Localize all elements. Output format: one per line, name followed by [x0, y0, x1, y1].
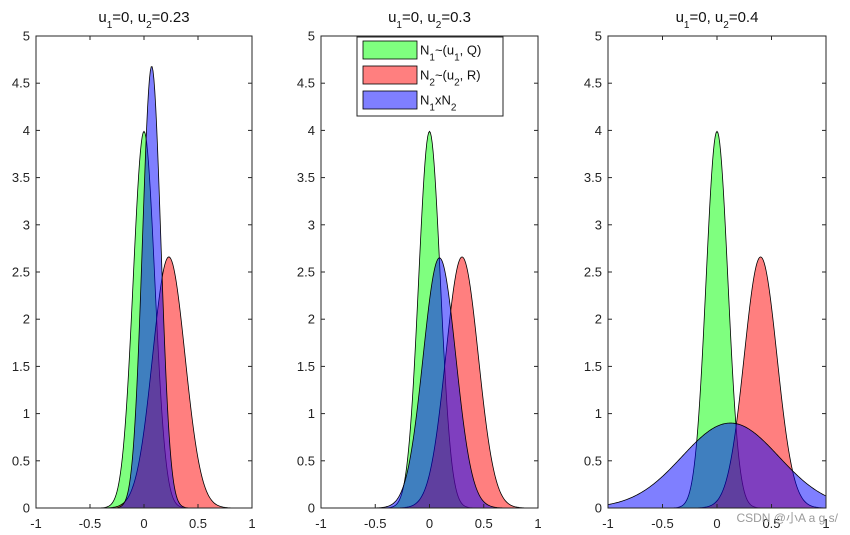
y-tick-label: 3	[308, 217, 315, 232]
y-tick-label: 3	[595, 217, 602, 232]
watermark: CSDN @小A a g s/	[736, 511, 838, 525]
y-tick-label: 4.5	[584, 76, 602, 91]
y-tick-label: 5	[308, 29, 315, 44]
x-tick-label: 0.5	[762, 516, 780, 531]
x-tick-label: -1	[30, 516, 42, 531]
chart-title: u1=0, u2=0.23	[98, 9, 189, 31]
chart-title: u1=0, u2=0.4	[676, 9, 759, 31]
y-tick-label: 1	[595, 406, 602, 421]
y-tick-label: 1.5	[297, 359, 315, 374]
y-tick-label: 5	[23, 29, 30, 44]
y-tick-label: 2	[23, 312, 30, 327]
y-tick-label: 2	[308, 312, 315, 327]
y-tick-label: 3.5	[297, 170, 315, 185]
y-tick-label: 1	[23, 406, 30, 421]
x-tick-label: -1	[315, 516, 327, 531]
y-tick-label: 1.5	[12, 359, 30, 374]
legend-swatch-prod	[362, 90, 418, 110]
legend: N1~(u1, Q) N2~(u2, R) N1xN2	[356, 36, 504, 117]
y-tick-label: 0	[23, 501, 30, 516]
chart-panel-2: 0 0.5 1 1.5 2 2.5 3 3.5 4 4.5 5 -1 -0.5 0 0.5 1 u1=0, u2…	[297, 9, 542, 531]
legend-swatch-n2	[362, 65, 418, 85]
y-tick-label: 0.5	[297, 453, 315, 468]
y-tick-label: 3.5	[12, 170, 30, 185]
x-tick-label: 0.5	[189, 516, 207, 531]
y-tick-label: 2.5	[584, 265, 602, 280]
y-tick-label: 2	[595, 312, 602, 327]
y-tick-label: 4	[23, 123, 30, 138]
x-tick-label: 0.5	[475, 516, 493, 531]
area-prod	[607, 422, 827, 509]
y-tick-label: 2.5	[297, 265, 315, 280]
y-tick-label: 3.5	[584, 170, 602, 185]
x-tick-label: -0.5	[79, 516, 101, 531]
chart-title: u1=0, u2=0.3	[388, 9, 471, 31]
y-tick-label: 4	[595, 123, 602, 138]
y-tick-label: 2.5	[12, 265, 30, 280]
y-tick-label: 4	[308, 123, 315, 138]
x-tick-label: 0	[426, 516, 433, 531]
y-tick-label: 4.5	[12, 76, 30, 91]
x-tick-label: -0.5	[651, 516, 673, 531]
y-tick-label: 4.5	[297, 76, 315, 91]
y-tick-label: 5	[595, 29, 602, 44]
legend-label-n2: N2~(u2, R)	[420, 68, 481, 89]
y-tick-label: 0.5	[12, 453, 30, 468]
x-tick-label: 1	[822, 516, 829, 531]
legend-label-prod: N1xN2	[420, 93, 457, 114]
x-tick-label: 0	[713, 516, 720, 531]
x-tick-label: 1	[534, 516, 541, 531]
x-tick-label: 0	[140, 516, 147, 531]
y-tick-label: 1	[308, 406, 315, 421]
x-tick-label: 1	[248, 516, 255, 531]
x-tick-label: -0.5	[364, 516, 386, 531]
y-tick-label: 0.5	[584, 453, 602, 468]
legend-label-n1: N1~(u1, Q)	[420, 43, 481, 64]
y-tick-label: 0	[595, 501, 602, 516]
y-tick-label: 3	[23, 217, 30, 232]
x-tick-label: -1	[602, 516, 614, 531]
chart-panel-1: 0 0.5 1 1.5 2 2.5 3 3.5 4 4.5 5 -1 -0.5 0 0.5 1 u1=0, u2…	[12, 9, 256, 531]
y-tick-label: 0	[308, 501, 315, 516]
chart-panel-3: 0 0.5 1 1.5 2 2.5 3 3.5 4 4.5 5 -1 -0.5 0 0.5 1 u1=0, u2…	[584, 9, 830, 531]
y-tick-label: 1.5	[584, 359, 602, 374]
legend-swatch-n1	[362, 40, 418, 60]
